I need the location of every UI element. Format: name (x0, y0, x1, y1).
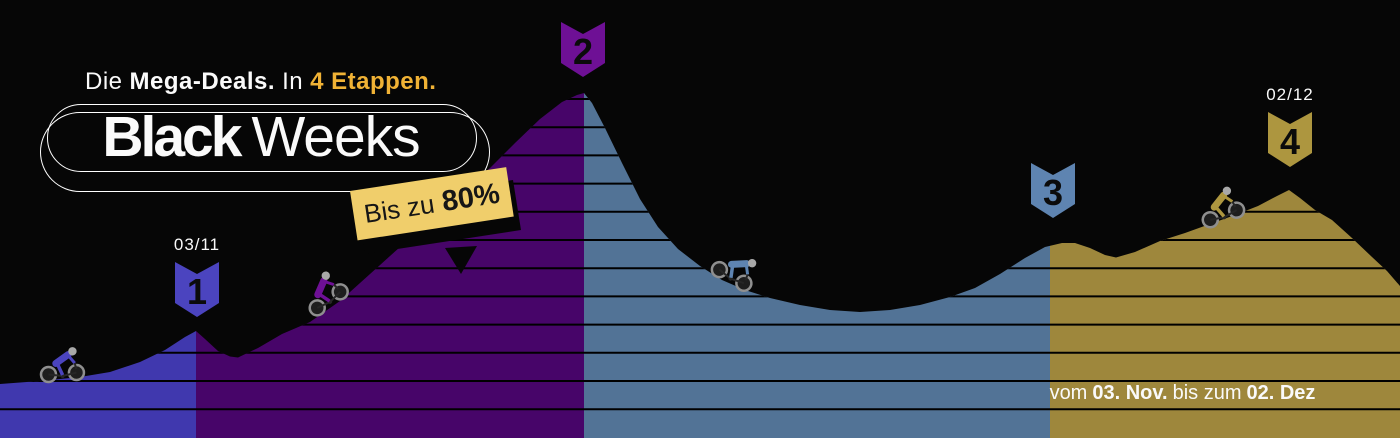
stage-2-number: 2 (573, 31, 593, 72)
stage-flag-1: 03/11 1 (174, 235, 220, 317)
logo-word-black: Black (102, 105, 242, 169)
stage-1-number: 1 (187, 271, 207, 312)
discount-prefix: Bis zu (361, 188, 437, 229)
stage-3-section (584, 93, 1050, 438)
date-range: vom 03. Nov. bis zum 02. Dez (1040, 382, 1330, 405)
tagline-lead: Die (85, 68, 123, 95)
discount-value: 80% (439, 177, 502, 218)
stage-1-section (0, 93, 196, 438)
tagline-brand: Mega-Deals. (129, 68, 276, 95)
cyclist-icon (39, 346, 84, 382)
stage-flag-2: 2 (561, 22, 605, 77)
date-range-start: 03. Nov. (1092, 382, 1168, 404)
date-range-w1: vom (1049, 382, 1088, 404)
date-range-end: 02. Dez (1246, 382, 1316, 404)
date-range-w3: bis zum (1172, 382, 1242, 404)
logo-word-weeks: Weeks (251, 105, 420, 169)
logo-outline (47, 104, 477, 172)
tagline-mid: In (282, 68, 304, 95)
stage-4-number: 4 (1280, 121, 1300, 162)
black-weeks-logo: Black Weeks (47, 104, 475, 170)
stage-4-date: 02/12 (1266, 85, 1314, 104)
flag-3-pennant-icon (1031, 163, 1075, 218)
tagline: Die Mega-Deals. In 4 Etappen. (85, 68, 443, 96)
flag-1-pennant-icon (175, 262, 219, 317)
stage-flag-3: 3 (1031, 163, 1075, 218)
logo-outline-echo (40, 112, 490, 192)
stage-3-number: 3 (1043, 172, 1063, 213)
stage-1-date: 03/11 (174, 235, 220, 254)
flag-2-pennant-icon (561, 22, 605, 77)
flag-4-pennant-icon (1268, 112, 1312, 167)
tagline-highlight: 4 Etappen. (310, 68, 437, 95)
stage-flag-4: 02/12 4 (1266, 85, 1314, 167)
